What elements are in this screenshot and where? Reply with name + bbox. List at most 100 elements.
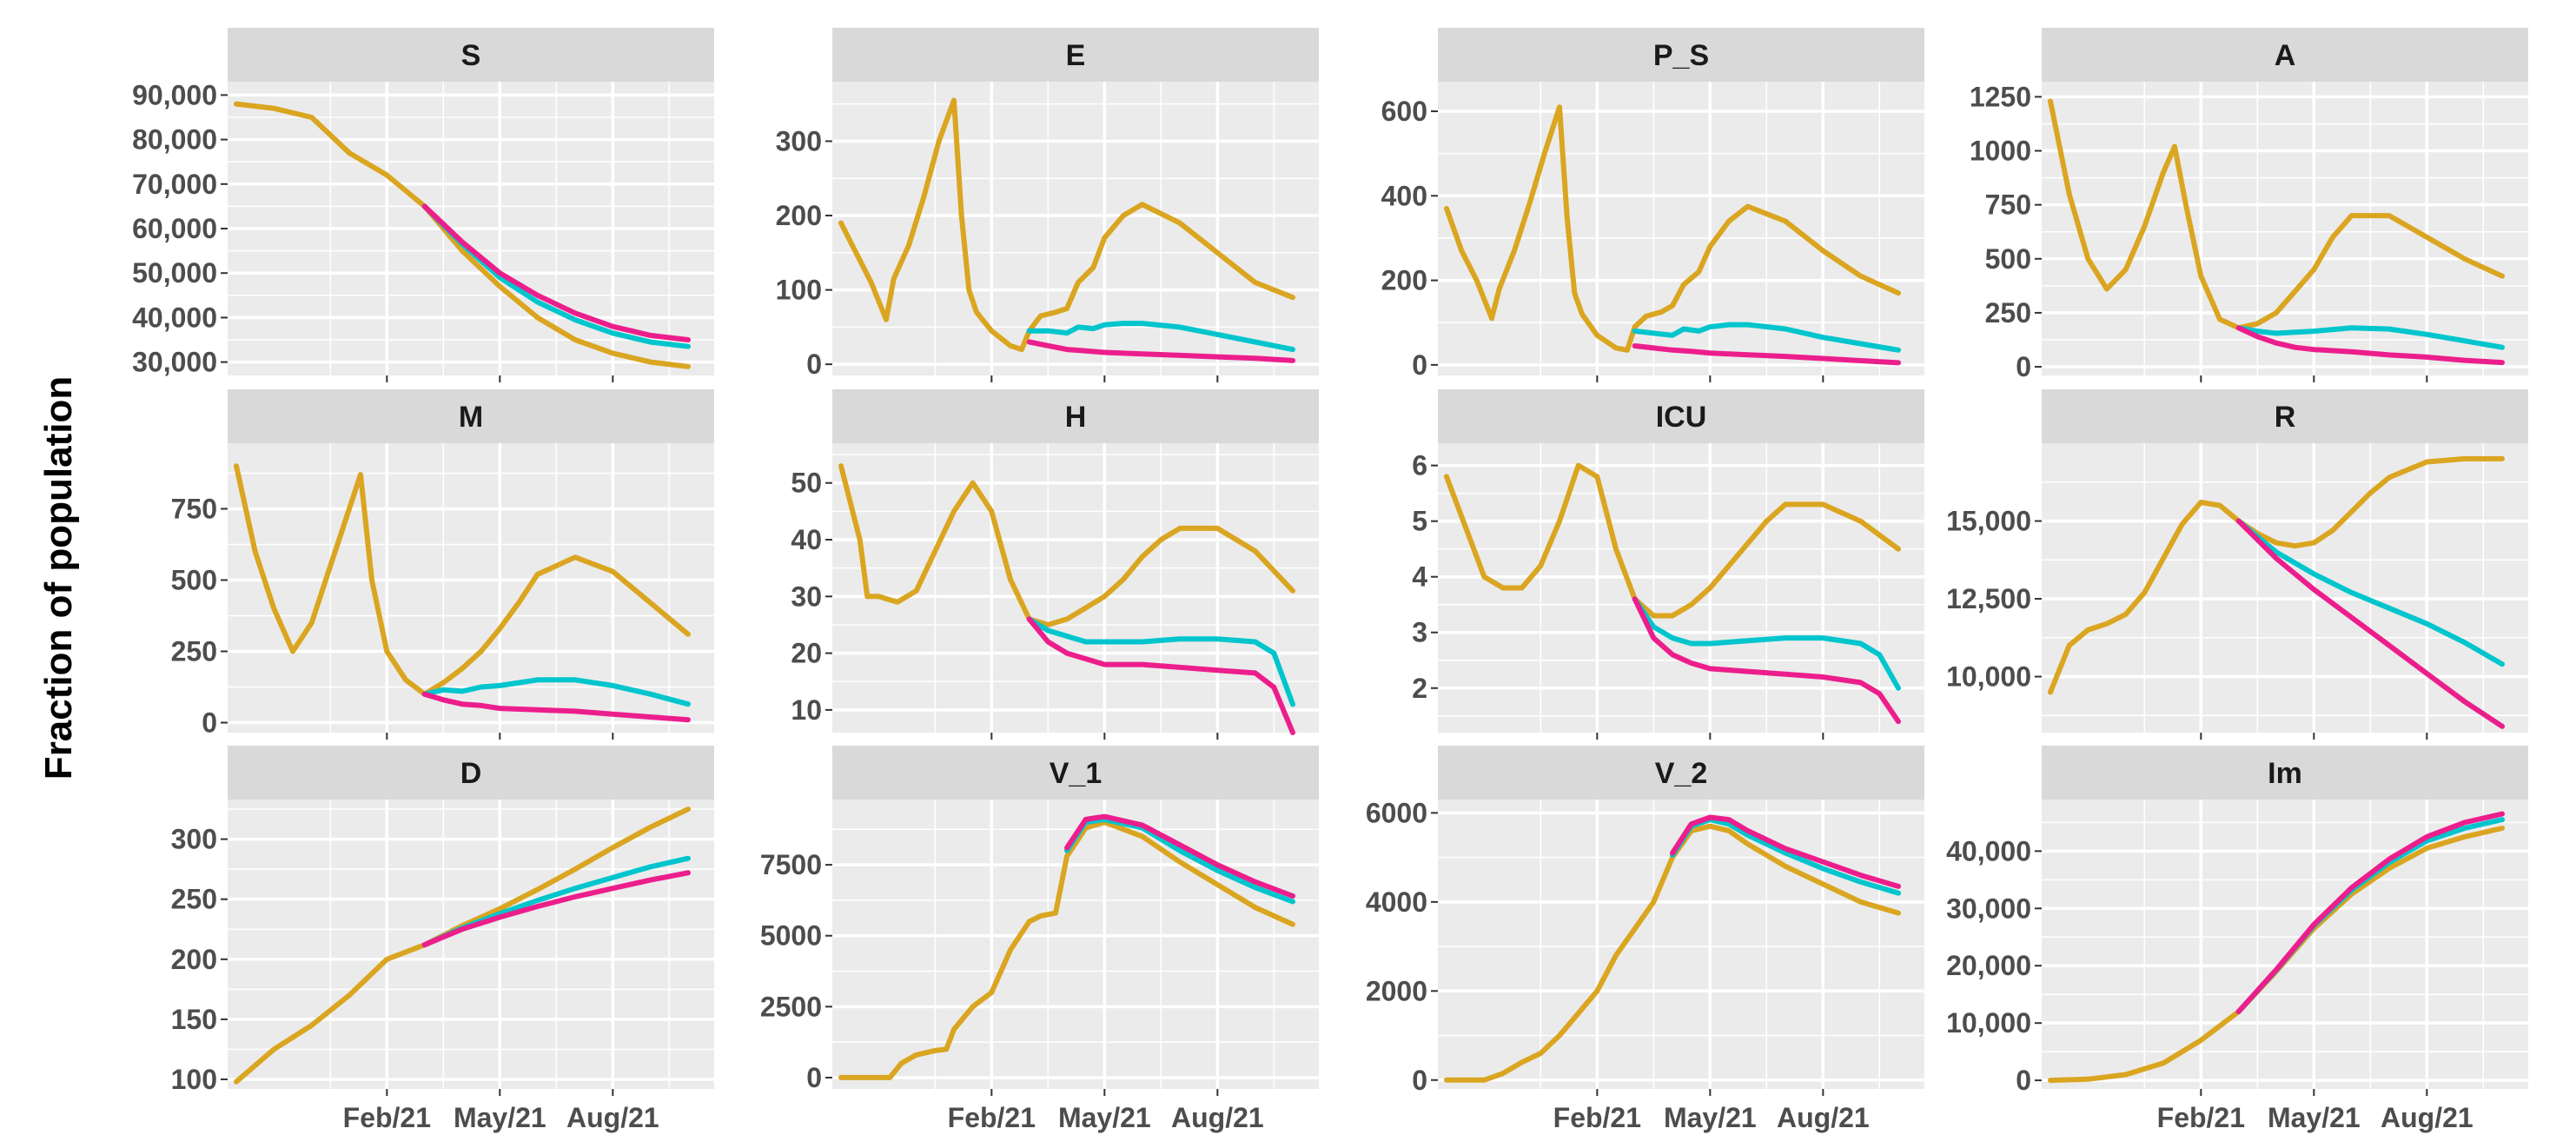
panel-icu: ICU 2 3 4 5 6 — [1412, 389, 1924, 740]
facet-strip — [1438, 746, 1924, 800]
series-line-scenario-magenta — [2235, 518, 2505, 729]
y-tick-label: 90,000 — [132, 79, 217, 110]
facet-title: E — [1066, 39, 1086, 72]
y-tick-label: 200 — [171, 944, 217, 975]
y-tick-label: 30,000 — [132, 347, 217, 378]
panel-a: A 0 250 500 750 1000 1250 — [1970, 28, 2528, 382]
facet-title: A — [2275, 39, 2296, 72]
series-line-scenario-cyan — [1026, 616, 1295, 707]
panel-v-1: V_1 0 2500 5000 7500 Feb/21 May/21 Aug/21 — [760, 746, 1319, 1133]
y-tick-label: 70,000 — [132, 169, 217, 200]
x-tick-label: Aug/21 — [1777, 1102, 1870, 1133]
series-line-scenario-gold — [838, 97, 1295, 353]
series-line-scenario-cyan — [2235, 325, 2505, 350]
x-tick-label: May/21 — [1058, 1102, 1151, 1133]
y-tick-label: 400 — [1381, 180, 1427, 211]
y-tick-label: 2000 — [1366, 975, 1427, 1006]
series-line-scenario-gold — [234, 463, 691, 697]
series-line-scenario-magenta — [421, 203, 691, 342]
series-line-scenario-magenta — [1026, 616, 1295, 735]
y-tick-label: 1250 — [1970, 81, 2031, 112]
x-tick-label: Feb/21 — [2157, 1102, 2245, 1133]
y-tick-label: 30,000 — [1946, 893, 2031, 924]
y-tick-label: 20 — [791, 638, 822, 669]
y-tick-label: 40 — [791, 524, 822, 555]
y-tick-label: 750 — [1985, 189, 2031, 221]
x-tick-label: Aug/21 — [566, 1102, 659, 1133]
series-line-scenario-magenta — [421, 870, 691, 948]
facet-title: S — [461, 39, 481, 72]
plot-background — [2042, 800, 2528, 1089]
panel-grid: S 30,000 40,000 50,000 60,000 70,000 80,000 90,… — [132, 28, 2528, 1133]
series-line-scenario-cyan — [1026, 321, 1295, 353]
series-line-scenario-magenta — [2235, 325, 2505, 366]
y-tick-label: 40,000 — [1946, 835, 2031, 866]
y-tick-label: 0 — [806, 348, 822, 380]
series-line-scenario-gold — [2048, 98, 2505, 331]
y-tick-label: 6 — [1412, 450, 1427, 481]
y-tick-label: 200 — [1381, 265, 1427, 296]
series-line-scenario-cyan — [2235, 518, 2505, 667]
facet-title: V_1 — [1050, 757, 1103, 790]
series-line-scenario-gold — [1444, 104, 1901, 353]
facet-strip — [228, 389, 714, 443]
panel-im: Im 0 10,000 20,000 30,000 40,000 Feb/21 May/21 A… — [1946, 746, 2528, 1133]
y-tick-label: 750 — [171, 493, 217, 524]
series-line-scenario-gold — [1444, 462, 1901, 619]
plot-background — [2042, 82, 2528, 375]
panel-v-2: V_2 0 2000 4000 6000 Feb/21 May/21 Aug/21 — [1366, 746, 1924, 1133]
x-tick-label: May/21 — [1664, 1102, 1757, 1133]
series-line-scenario-magenta — [1064, 813, 1295, 899]
facet-title: D — [460, 757, 482, 790]
y-tick-label: 12,500 — [1946, 583, 2031, 614]
panel-s: S 30,000 40,000 50,000 60,000 70,000 80,000 90,… — [132, 28, 714, 382]
facet-strip — [228, 28, 714, 82]
y-tick-label: 0 — [1412, 349, 1427, 381]
facet-strip — [832, 389, 1319, 443]
y-tick-label: 7500 — [760, 849, 822, 880]
series-line-scenario-magenta — [1632, 343, 1901, 366]
y-tick-label: 1000 — [1970, 136, 2031, 167]
y-tick-label: 150 — [171, 1004, 217, 1035]
y-tick-label: 80,000 — [132, 124, 217, 156]
series-line-scenario-magenta — [2235, 811, 2505, 1014]
panel-e: E 0 100 200 300 — [776, 28, 1319, 382]
y-tick-label: 3 — [1412, 617, 1427, 648]
facet-title: M — [459, 401, 483, 434]
y-tick-label: 250 — [171, 884, 217, 915]
x-tick-label: May/21 — [454, 1102, 546, 1133]
x-tick-label: Aug/21 — [2381, 1102, 2473, 1133]
y-tick-label: 500 — [1985, 243, 2031, 275]
y-axis-label: Fraction of population — [37, 376, 80, 780]
x-tick-label: Aug/21 — [1171, 1102, 1264, 1133]
y-tick-label: 50,000 — [132, 257, 217, 289]
facet-strip — [2042, 746, 2528, 800]
y-tick-label: 40,000 — [132, 302, 217, 333]
facet-title: P_S — [1653, 39, 1709, 72]
panel-h: H 10 20 30 40 50 — [791, 389, 1319, 740]
y-tick-label: 250 — [171, 635, 217, 667]
facet-title: R — [2275, 401, 2296, 434]
series-line-scenario-cyan — [1064, 816, 1295, 905]
panel-r: R 10,000 12,500 15,000 — [1946, 389, 2528, 740]
y-tick-label: 20,000 — [1946, 950, 2031, 981]
series-line-scenario-gold — [838, 820, 1295, 1080]
x-tick-label: Feb/21 — [343, 1102, 431, 1133]
facet-title: V_2 — [1655, 757, 1708, 790]
y-tick-label: 10,000 — [1946, 661, 2031, 693]
y-tick-label: 0 — [2016, 1065, 2031, 1096]
y-tick-label: 300 — [776, 125, 822, 156]
facet-title: ICU — [1656, 401, 1707, 434]
y-tick-label: 15,000 — [1946, 506, 2031, 537]
y-tick-label: 5000 — [760, 920, 822, 952]
y-tick-label: 600 — [1381, 96, 1427, 127]
panel-d: D 100 150 200 250 300 Feb/21 May/21 Aug/21 — [171, 746, 714, 1133]
series-line-scenario-cyan — [1632, 322, 1901, 353]
facet-title: Im — [2268, 757, 2302, 790]
series-line-scenario-magenta — [1026, 339, 1295, 363]
panel-m: M 0 250 500 750 — [171, 389, 714, 740]
facet-strip — [832, 746, 1319, 800]
panel-p-s: P_S 0 200 400 600 — [1381, 28, 1924, 382]
facet-strip — [2042, 389, 2528, 443]
